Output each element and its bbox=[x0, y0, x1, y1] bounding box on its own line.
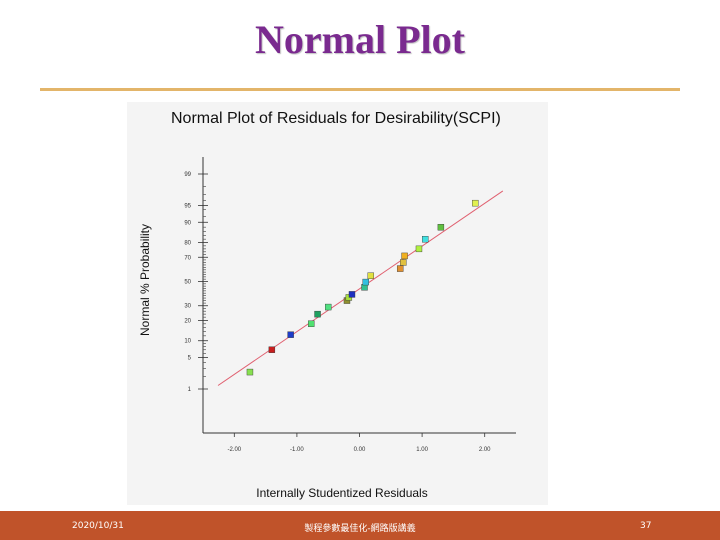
y-minor-ticks bbox=[203, 186, 206, 377]
title-divider bbox=[40, 88, 680, 91]
footer-bar bbox=[0, 511, 720, 540]
footer-course-title: 製程參數最佳化-網路版講義 bbox=[304, 524, 416, 534]
page-number: 37 bbox=[640, 521, 652, 531]
x-ticks: -2.00 -1.00 0.00 1.00 2.00 bbox=[227, 433, 491, 453]
data-point bbox=[367, 272, 374, 279]
y-tick-label: 90 bbox=[184, 220, 191, 226]
data-point bbox=[308, 320, 315, 327]
y-tick-label: 99 bbox=[184, 172, 191, 178]
data-point bbox=[472, 199, 479, 207]
slide-title: Normal Plot bbox=[255, 17, 465, 62]
x-tick-label: 2.00 bbox=[479, 447, 491, 453]
x-tick-label: 0.00 bbox=[354, 447, 366, 453]
data-point bbox=[437, 224, 445, 231]
data-point bbox=[246, 368, 254, 376]
normal-plot-chart: Normal Plot of Residuals for Desirabilit… bbox=[138, 110, 516, 500]
y-axis-label: Normal % Probability bbox=[138, 224, 152, 336]
y-tick-label: 50 bbox=[184, 280, 191, 286]
data-point bbox=[314, 310, 321, 318]
y-tick-label: 20 bbox=[184, 318, 191, 324]
data-point bbox=[268, 346, 276, 353]
y-tick-label: 80 bbox=[184, 241, 191, 247]
y-tick-label: 5 bbox=[188, 356, 192, 362]
y-tick-label: 70 bbox=[184, 255, 191, 261]
data-point bbox=[348, 291, 356, 298]
data-point bbox=[287, 331, 294, 338]
y-tick-label: 10 bbox=[184, 339, 191, 345]
y-ticks: 1 5 10 20 30 50 70 80 90 95 99 bbox=[184, 172, 208, 393]
y-tick-label: 95 bbox=[184, 203, 191, 209]
x-tick-label: -1.00 bbox=[290, 447, 304, 453]
x-tick-label: -2.00 bbox=[227, 447, 241, 453]
data-point bbox=[422, 236, 429, 243]
data-point bbox=[400, 259, 407, 266]
data-point bbox=[362, 278, 369, 286]
data-point bbox=[401, 252, 408, 260]
x-axis-label: Internally Studentized Residuals bbox=[256, 486, 427, 500]
reference-line bbox=[217, 190, 504, 386]
data-point bbox=[324, 303, 332, 311]
y-tick-label: 1 bbox=[188, 387, 192, 393]
normal-plot-panel: Normal Plot of Residuals for Desirabilit… bbox=[127, 102, 548, 505]
chart-title: Normal Plot of Residuals for Desirabilit… bbox=[171, 110, 501, 127]
footer-date: 2020/10/31 bbox=[72, 521, 124, 531]
x-tick-label: 1.00 bbox=[416, 447, 428, 453]
data-point bbox=[415, 245, 423, 253]
data-points bbox=[246, 199, 479, 376]
data-point bbox=[396, 265, 404, 272]
y-tick-label: 30 bbox=[184, 304, 191, 310]
